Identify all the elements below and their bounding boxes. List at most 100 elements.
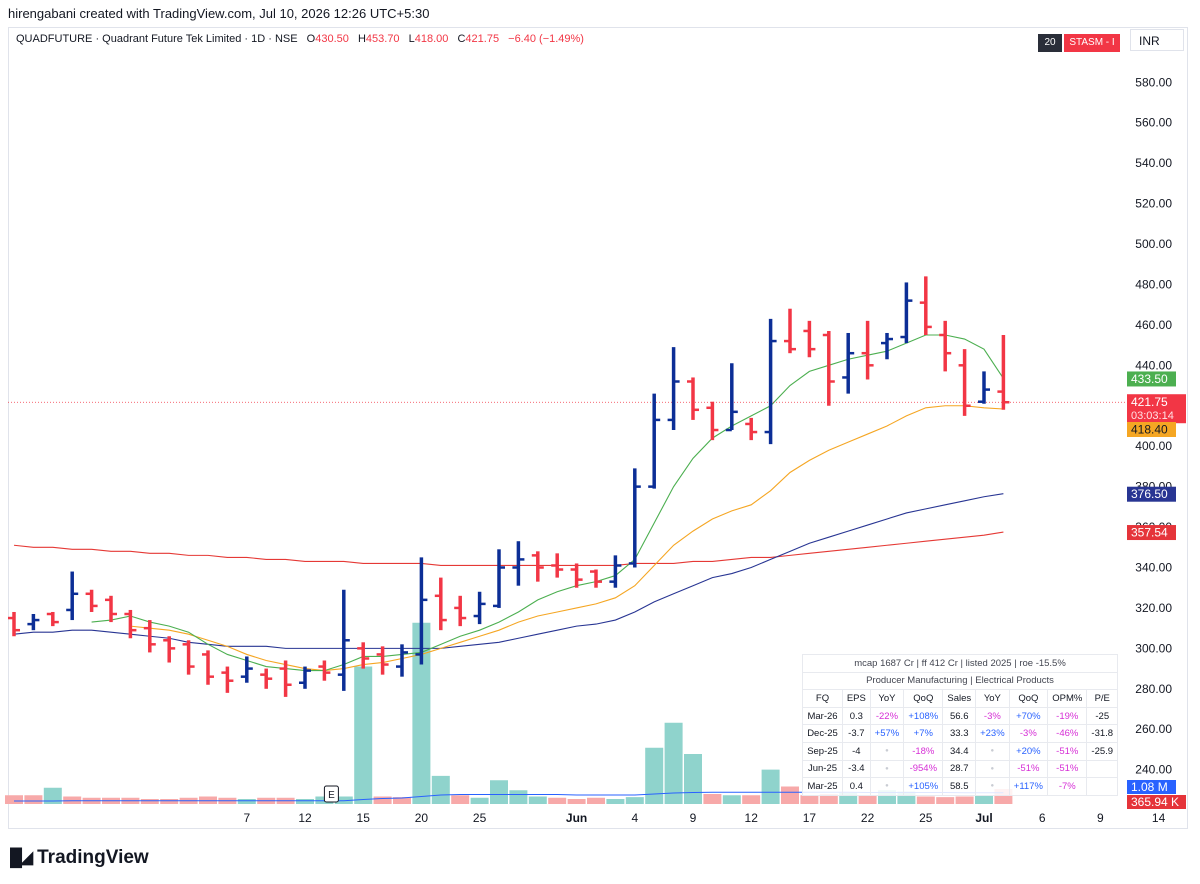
table-cell: ● (869, 759, 905, 779)
table-cell: 33.3 (942, 724, 977, 743)
fundamentals-column-header: FQ (801, 689, 844, 708)
symbol-header[interactable]: QUADFUTURE · Quadrant Future Tek Limited… (16, 33, 584, 45)
volume-bar (373, 796, 392, 804)
x-tick-label: 25 (919, 811, 933, 825)
x-tick-label: 12 (298, 811, 312, 825)
volume-bar (431, 775, 450, 804)
volume-bar (800, 795, 819, 804)
ma-long-last-label-bg (1127, 525, 1176, 541)
volume-bar (24, 795, 43, 804)
x-tick-label: Jul (975, 811, 992, 825)
fundamentals-column-header: Sales (942, 689, 977, 708)
fundamentals-column-header: YoY (975, 689, 1010, 708)
ma-long-line (13, 531, 1004, 567)
y-tick-label: 500.00 (1135, 237, 1172, 251)
volume-bar (839, 792, 858, 804)
table-cell: Jun-25 (801, 759, 844, 779)
high-label: H (357, 33, 366, 45)
x-tick-label: 22 (861, 811, 875, 825)
tradingview-logo[interactable]: █◢ TradingView (10, 847, 149, 869)
volume-bar (296, 799, 314, 804)
table-cell: -19% (1047, 706, 1088, 726)
table-cell: -3% (975, 706, 1010, 726)
table-cell: +108% (903, 706, 944, 726)
volume-bar (5, 795, 23, 804)
volume-bar (528, 796, 547, 804)
x-tick-label: Jun (566, 811, 587, 825)
chart-frame[interactable] (8, 27, 1188, 829)
y-tick-label: 320.00 (1135, 601, 1172, 615)
ma-slow-last-label-bg (1127, 486, 1176, 502)
x-tick-label: 15 (357, 811, 371, 825)
table-cell: -4 (842, 741, 871, 761)
volume-bar (684, 754, 702, 804)
indicator-count-badge[interactable]: 20 (1038, 34, 1062, 52)
y-tick-label: 480.00 (1135, 277, 1172, 291)
volume-bar (354, 666, 373, 804)
table-cell: -46% (1047, 724, 1088, 743)
y-tick-label: 580.00 (1135, 75, 1172, 89)
x-tick-label: 25 (473, 811, 487, 825)
volume-bar (140, 799, 159, 804)
volume-bar (587, 797, 605, 804)
price-countdown-label: 03:03:14 (1131, 410, 1174, 422)
table-cell: -954% (903, 759, 944, 779)
x-tick-label: 12 (745, 811, 759, 825)
y-tick-label: 460.00 (1135, 318, 1172, 332)
volume-bar (975, 795, 993, 804)
ma-mid-last-label: 418.40 (1131, 422, 1168, 436)
ma-fast-line (91, 334, 1004, 672)
fundamentals-sector: Producer Manufacturing | Electrical Prod… (802, 671, 1118, 691)
table-cell: ● (975, 759, 1010, 779)
x-tick-label: 17 (803, 811, 817, 825)
volume-last-label-bg (1127, 795, 1186, 809)
volume-bar (742, 795, 761, 804)
indicator-name-badge[interactable]: STASM - I (1064, 34, 1120, 52)
table-cell: -25.9 (1086, 741, 1118, 761)
fundamentals-column-header: YoY (869, 689, 905, 708)
volume-bar (955, 796, 974, 804)
table-cell: -51% (1047, 741, 1088, 761)
y-tick-label: 520.00 (1135, 197, 1172, 211)
symbol-line[interactable]: QUADFUTURE · Quadrant Future Tek Limited… (16, 33, 298, 45)
volume-ma-last-label-bg (1127, 780, 1176, 794)
x-tick-label: 6 (1039, 811, 1046, 825)
ma-long-last-label: 357.54 (1131, 526, 1168, 540)
earnings-event-label: E (328, 790, 335, 801)
low-label: L (408, 33, 415, 45)
ma-mid-line (130, 405, 1004, 672)
table-cell: 0.4 (842, 777, 871, 796)
earnings-event-marker (323, 785, 339, 803)
volume-bar (916, 796, 935, 804)
y-tick-label: 300.00 (1135, 641, 1172, 655)
y-tick-label: 260.00 (1135, 722, 1172, 736)
table-cell: +23% (975, 724, 1010, 743)
currency-button[interactable]: INR (1130, 29, 1184, 51)
table-cell: -3.7 (842, 724, 871, 743)
table-cell: -51% (1008, 759, 1049, 779)
x-tick-label: 4 (631, 811, 638, 825)
table-row: Mar-25 0.4 ● +105% 58.5 ● +117% -7% (801, 777, 1118, 796)
table-cell: -3% (1008, 724, 1049, 743)
ma-slow-last-label: 376.50 (1131, 487, 1168, 501)
volume-bar (858, 795, 877, 804)
ma-fast-last-label-bg (1127, 371, 1176, 387)
volume-bar (819, 794, 838, 804)
tradingview-wordmark: TradingView (37, 847, 149, 868)
volume-bar (490, 780, 508, 804)
price-last-label: 421.75 (1131, 395, 1168, 409)
table-row: Jun-25 -3.4 ● -954% 28.7 ● -51% -51% (801, 759, 1118, 779)
volume-bar (451, 795, 470, 804)
volume-bar (567, 799, 586, 804)
volume-bar (606, 799, 625, 804)
x-tick-label: 9 (1097, 811, 1104, 825)
table-cell: Mar-26 (801, 706, 844, 726)
volume-bar (781, 786, 799, 804)
chart-attribution: hirengabani created with TradingView.com… (8, 6, 430, 21)
x-tick-label: 20 (415, 811, 429, 825)
price-last-label-bg (1127, 394, 1186, 424)
table-cell: -3.4 (842, 759, 871, 779)
fundamentals-summary: mcap 1687 Cr | ff 412 Cr | listed 2025 |… (802, 654, 1118, 673)
table-cell: Mar-25 (801, 777, 844, 796)
